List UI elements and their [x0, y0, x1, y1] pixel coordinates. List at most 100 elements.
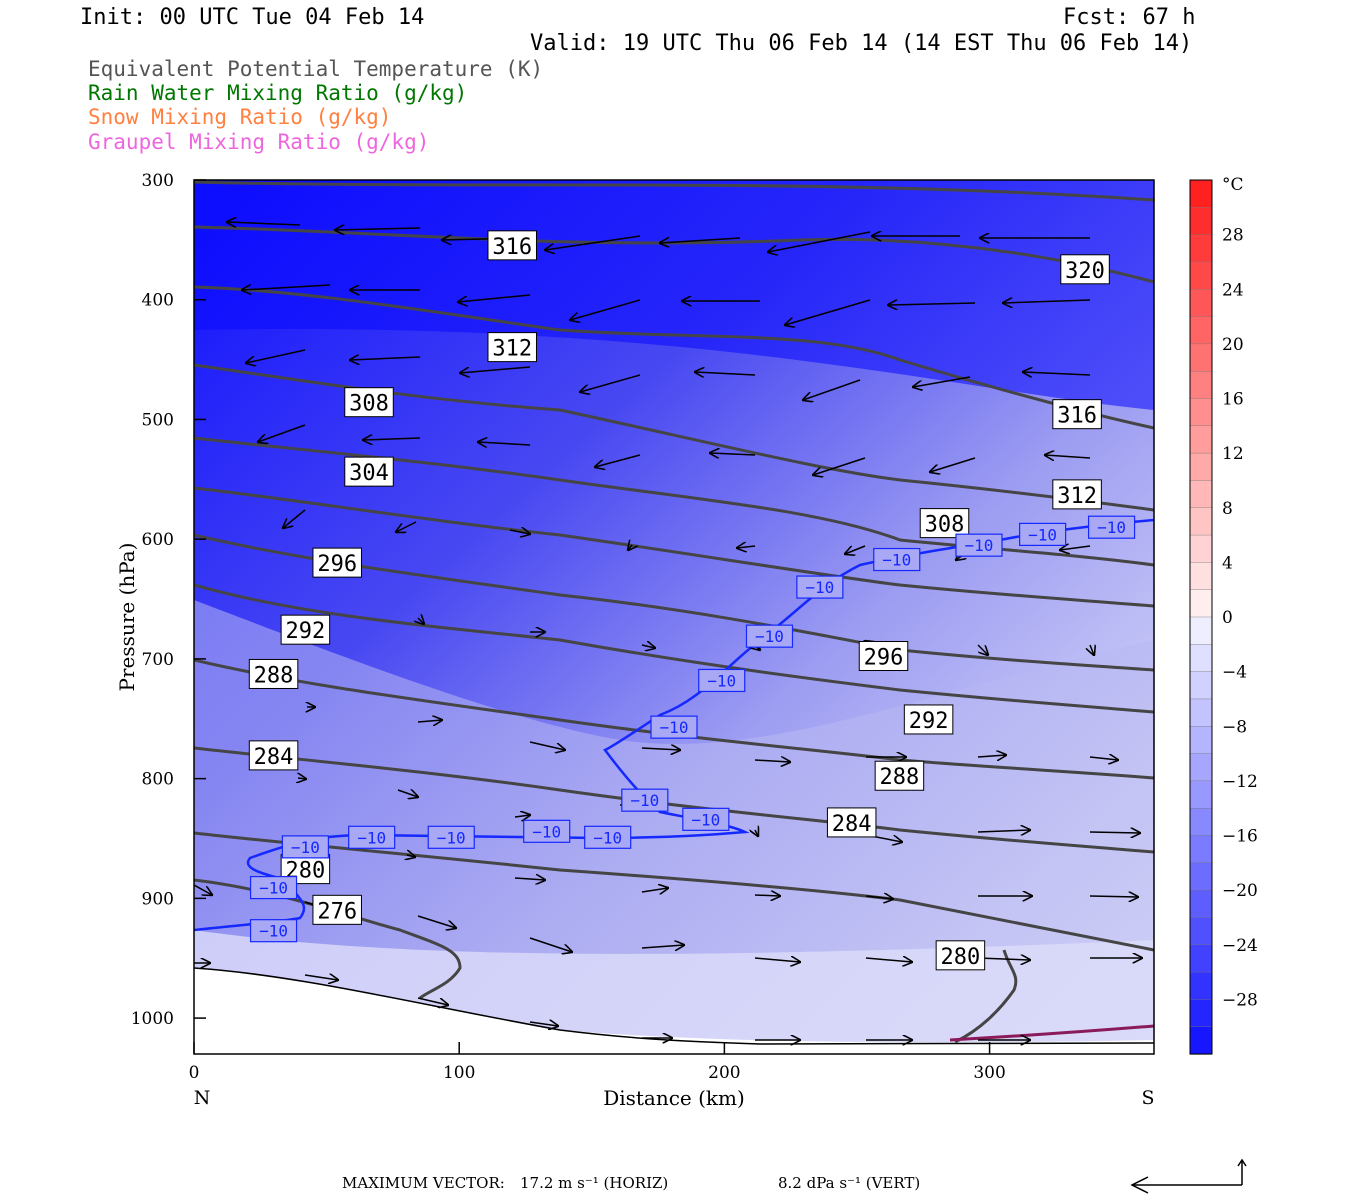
colorbar-segment — [1189, 507, 1213, 536]
x-axis: 0 100 200 300 — [189, 1042, 1006, 1083]
theta-e-label: 308 — [925, 513, 965, 538]
theta-e-labels: 316 320 312 308 316 304 312 308 296 292 296 288 292 2… — [248, 230, 1110, 971]
y-tick-label: 1000 — [131, 1009, 174, 1029]
colorbar-segment — [1189, 534, 1213, 564]
colorbar-label: −28 — [1222, 990, 1258, 1010]
theta-e-label-box — [1060, 254, 1110, 285]
temp-label-box — [584, 825, 632, 849]
colorbar-label: 8 — [1222, 499, 1233, 519]
colorbar-segment — [1189, 889, 1213, 919]
temperature-labels: −10−10−10−10−10−10−10−10−10−10−10 −10−10−… — [249, 515, 1136, 943]
theta-e-label: 288 — [880, 765, 920, 790]
theta-e-label-box — [344, 456, 394, 487]
theta-e-label: 312 — [492, 337, 532, 362]
temp-label: −10 — [882, 551, 911, 570]
colorbar-label: 20 — [1222, 335, 1244, 355]
temp-label: −10 — [660, 718, 689, 737]
temp-label: −10 — [630, 791, 659, 810]
theta-e-label-box — [312, 547, 362, 578]
colorbar-segment — [1189, 862, 1213, 891]
temp-label-box — [249, 919, 298, 943]
colorbar-label: −4 — [1222, 663, 1247, 683]
temp-label-box — [427, 825, 475, 849]
reference-vector-icon — [1130, 1158, 1247, 1194]
theta-e-label: 320 — [1065, 259, 1105, 284]
temp-label-box — [1019, 522, 1067, 546]
temp-label: −10 — [357, 828, 386, 847]
colorbar-segment — [1189, 944, 1213, 973]
colorbar: 28 24 20 16 12 8 4 0 −4 −8 −12 −16 −20 −24 −28 — [1189, 179, 1258, 1055]
temp-label: −10 — [259, 879, 288, 898]
theta-e-label-box — [280, 614, 331, 645]
temp-label-box — [1087, 515, 1136, 539]
theta-e-label-box — [1052, 479, 1102, 510]
plot-frame — [193, 179, 1155, 1055]
theta-e-label-box — [874, 760, 925, 791]
colorbar-frame — [1189, 179, 1213, 1055]
temp-label: −10 — [532, 822, 561, 841]
colorbar-segment — [1189, 780, 1213, 809]
colorbar-segment — [1189, 370, 1213, 400]
theta-e-label: 280 — [941, 945, 981, 970]
theta-e-label: 288 — [254, 663, 294, 688]
temp-label-box — [698, 668, 746, 693]
theta-e-label-box — [1052, 399, 1102, 430]
temp-label: −10 — [437, 828, 466, 847]
y-axis: 300 400 500 600 700 800 900 1000 — [131, 171, 206, 1029]
theta-e-label: 296 — [864, 646, 904, 671]
theta-e-label: 316 — [1057, 404, 1097, 429]
colorbar-label: 0 — [1222, 608, 1233, 628]
theta-e-label: 276 — [317, 899, 357, 924]
theta-e-label-box — [248, 658, 299, 689]
south-label: S — [1141, 1087, 1154, 1109]
colorbar-segment — [1189, 1026, 1213, 1055]
theta-e-label: 292 — [286, 619, 326, 644]
theta-e-label-box — [935, 940, 986, 971]
colorbar-label: 4 — [1222, 553, 1233, 573]
colorbar-segment — [1189, 289, 1213, 318]
legend-rain: Rain Water Mixing Ratio (g/kg) — [88, 81, 468, 105]
colorbar-segment — [1189, 452, 1213, 482]
legend-snow: Snow Mixing Ratio (g/kg) — [88, 105, 392, 129]
max-vector-horiz: 17.2 m s⁻¹ (HORIZ) — [520, 1174, 669, 1192]
y-tick-label: 600 — [142, 530, 174, 550]
theta-e-label-box — [487, 230, 537, 261]
theta-e-label-box — [344, 387, 394, 418]
legend-theta-e: Equivalent Potential Temperature (K) — [88, 57, 544, 81]
colorbar-segment — [1189, 398, 1213, 427]
forecast-hour: Fcst: 67 h — [1063, 5, 1196, 30]
x-tick-label: 100 — [443, 1063, 475, 1083]
temp-label: −10 — [755, 627, 784, 646]
temp-label-box — [650, 715, 698, 739]
temp-label-box — [796, 575, 844, 599]
colorbar-label: 28 — [1222, 226, 1244, 246]
x-tick-label: 0 — [189, 1063, 200, 1083]
temp-label-box — [249, 875, 298, 900]
x-tick-label: 200 — [708, 1063, 740, 1083]
colorbar-label: −12 — [1222, 772, 1258, 792]
colorbar-segment — [1189, 726, 1213, 755]
colorbar-segment — [1189, 917, 1213, 946]
theta-e-label: 312 — [1057, 484, 1097, 509]
temp-label: −10 — [691, 810, 720, 829]
theta-e-label: 284 — [254, 745, 294, 770]
theta-e-label-box — [858, 641, 909, 672]
colorbar-label: −16 — [1222, 827, 1258, 847]
colorbar-label: 24 — [1222, 280, 1244, 300]
colorbar-segment — [1189, 807, 1213, 837]
colorbar-segment — [1189, 698, 1213, 727]
colorbar-segment — [1189, 616, 1213, 646]
theta-e-label: 292 — [909, 709, 949, 734]
colorbar-segment — [1189, 835, 1213, 864]
temp-label-box — [682, 807, 730, 831]
y-tick-label: 900 — [142, 889, 174, 909]
temp-label: −10 — [259, 922, 288, 941]
temp-label: −10 — [1028, 525, 1057, 544]
y-tick-label: 300 — [142, 171, 174, 191]
colorbar-label: −8 — [1222, 717, 1247, 737]
x-axis-label: Distance (km) — [603, 1086, 745, 1110]
colorbar-segment — [1189, 480, 1213, 509]
colorbar-segment — [1189, 589, 1213, 618]
temp-label-box — [621, 788, 669, 812]
theta-e-label: 316 — [492, 235, 532, 260]
